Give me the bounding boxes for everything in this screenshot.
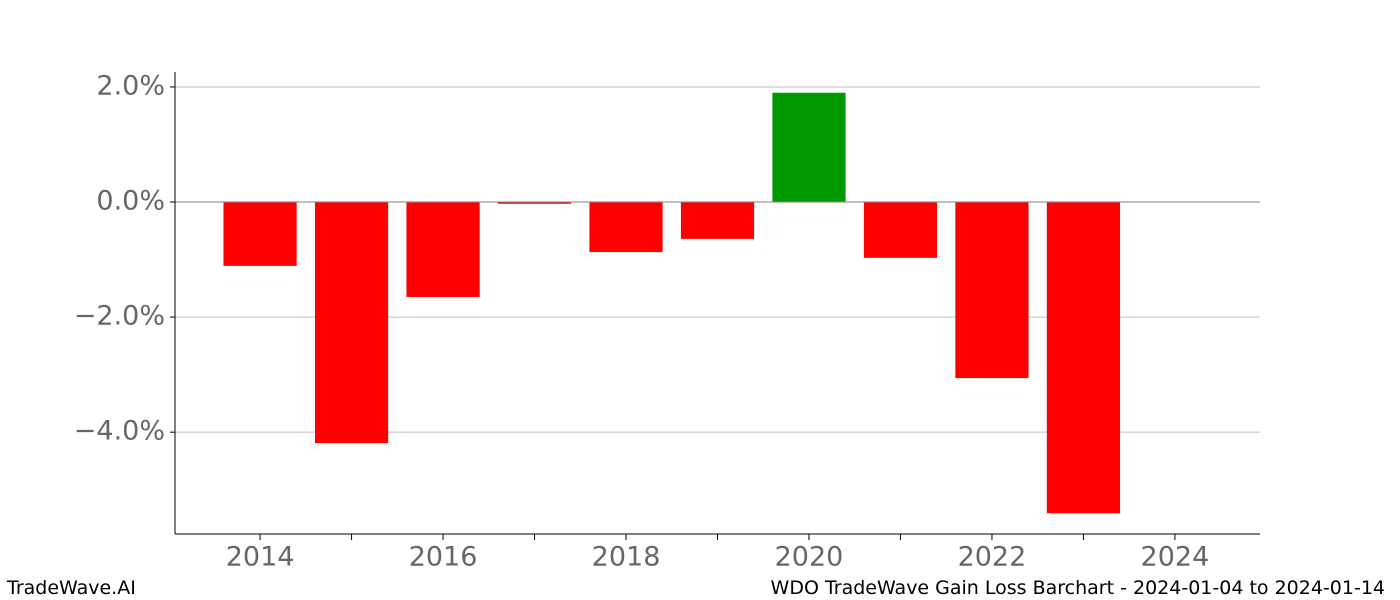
bar (863, 202, 938, 258)
bar (772, 92, 846, 203)
x-tick-label: 2016 (409, 542, 478, 573)
bar (1046, 202, 1121, 514)
x-tick-label: 2020 (775, 542, 844, 573)
x-tick-label: 2022 (958, 542, 1027, 573)
bar (680, 202, 755, 239)
bar (497, 202, 572, 204)
bar (223, 202, 297, 266)
y-tick-label: 0.0% (96, 186, 165, 217)
y-tick-label: 2.0% (96, 70, 165, 101)
bar (314, 202, 389, 444)
y-tick-label: −4.0% (74, 416, 165, 447)
x-tick-label: 2024 (1141, 542, 1210, 573)
x-tick-label: 2018 (592, 542, 661, 573)
bar (955, 202, 1029, 379)
x-tick-label: 2014 (226, 542, 295, 573)
chart-title: WDO TradeWave Gain Loss Barchart - 2024-… (771, 577, 1385, 599)
brand: TradeWave.AI (6, 577, 136, 599)
bar (589, 202, 663, 253)
bar (406, 202, 480, 297)
y-tick-label: −2.0% (74, 301, 165, 332)
